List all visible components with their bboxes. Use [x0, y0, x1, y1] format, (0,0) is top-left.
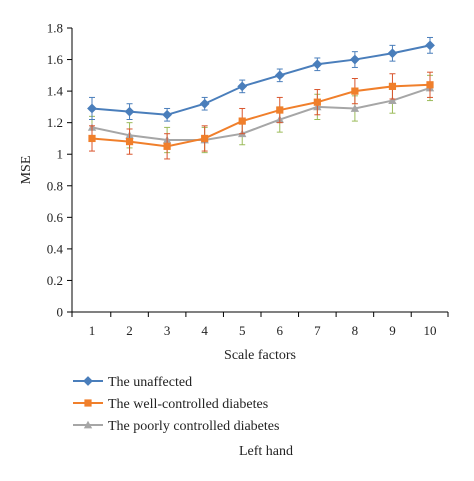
chart-caption: Left hand	[239, 444, 293, 459]
data-point	[163, 142, 171, 150]
series-layer	[87, 36, 435, 160]
data-point	[201, 134, 209, 143]
x-tick-label: 8	[352, 323, 359, 338]
y-tick-label: 1.8	[47, 21, 63, 36]
x-axis-ticks: 1 2 3 4 5 6 7 8 9 10	[71, 312, 449, 338]
x-tick-label: 9	[389, 323, 396, 338]
x-tick-label: 10	[424, 323, 437, 338]
data-point	[238, 117, 246, 125]
y-axis-title: MSE	[19, 156, 34, 185]
y-tick-label: 1	[57, 147, 64, 162]
y-tick-label: 0.8	[47, 178, 63, 193]
y-tick-label: 0.2	[47, 273, 63, 288]
data-point	[388, 82, 397, 90]
x-tick-label: 3	[164, 323, 171, 338]
series-2	[88, 71, 434, 160]
series-line	[91, 87, 431, 142]
x-tick-label: 7	[314, 323, 321, 338]
data-point	[237, 81, 248, 92]
data-point	[87, 103, 97, 114]
legend-label: The poorly controlled diabetes	[108, 419, 279, 434]
data-point	[426, 81, 434, 89]
series-line	[91, 83, 431, 148]
data-point	[388, 96, 397, 104]
y-tick-label: 0	[57, 305, 64, 320]
legend-label: The unaffected	[108, 375, 192, 390]
legend-label: The well-controlled diabetes	[108, 397, 268, 412]
y-axis-ticks: 0 0.2 0.4 0.6 0.8 1 1.2 1.4 1.6 1.8	[47, 21, 72, 320]
data-point	[349, 54, 360, 65]
legend-marker	[83, 376, 93, 386]
y-tick-label: 1.2	[47, 115, 63, 130]
data-point	[162, 109, 173, 120]
data-point	[274, 70, 285, 81]
y-tick-label: 0.4	[47, 241, 64, 256]
data-point	[425, 40, 435, 51]
data-point	[313, 98, 321, 106]
data-point	[88, 134, 96, 143]
x-tick-label: 5	[239, 323, 246, 338]
legend-marker	[83, 420, 93, 429]
series-1	[87, 36, 435, 122]
x-tick-label: 4	[201, 323, 208, 338]
data-point	[276, 106, 284, 114]
series-line	[91, 44, 431, 116]
legend: The unaffected The well-controlled diabet…	[73, 375, 279, 434]
x-tick-label: 1	[89, 323, 96, 338]
data-point	[312, 59, 323, 70]
legend-marker	[84, 399, 92, 407]
data-point	[387, 48, 398, 59]
x-tick-label: 6	[277, 323, 284, 338]
axes	[71, 28, 448, 313]
data-point	[124, 106, 135, 117]
data-point	[351, 87, 359, 95]
x-tick-label: 2	[126, 323, 133, 338]
data-point	[125, 138, 134, 146]
y-tick-label: 1.6	[47, 52, 64, 67]
data-point	[350, 104, 360, 112]
y-tick-label: 1.4	[47, 84, 64, 99]
x-axis-title: Scale factors	[224, 348, 296, 363]
y-tick-label: 0.6	[47, 210, 64, 225]
data-point	[199, 98, 210, 109]
